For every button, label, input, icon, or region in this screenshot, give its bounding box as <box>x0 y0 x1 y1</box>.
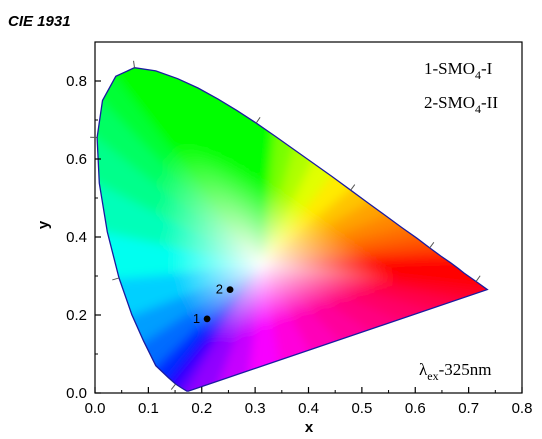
locus-tick <box>112 277 120 281</box>
data-points: 12 <box>193 282 234 326</box>
excitation-lambda: λ <box>419 360 428 379</box>
legend-entry-1-suffix: -I <box>481 59 493 78</box>
x-tick-label: 0.0 <box>85 400 106 417</box>
legend-entry-1: 1-SMO4-I <box>424 59 493 82</box>
legend-entry-1-prefix: 1-SMO <box>424 59 475 78</box>
locus-tick <box>255 117 261 124</box>
locus-tick <box>475 275 481 282</box>
y-tick-label: 0.2 <box>66 307 87 324</box>
legend: 1-SMO4-I 2-SMO4-II <box>424 59 498 116</box>
chromaticity-gamut <box>97 67 488 392</box>
legend-entry-2-sub: 4 <box>475 102 481 116</box>
x-tick-label: 0.8 <box>512 400 533 417</box>
data-point-label-2: 2 <box>216 282 223 297</box>
locus-tick <box>350 184 356 191</box>
excitation-sub: ex <box>427 369 438 383</box>
x-axis: 0.0 0.1 0.2 0.3 0.4 0.5 0.6 0.7 0.8 <box>85 387 533 417</box>
legend-entry-2: 2-SMO4-II <box>424 93 498 116</box>
legend-entry-2-suffix: -II <box>481 93 498 112</box>
data-point-2 <box>226 286 234 294</box>
data-point-label-1: 1 <box>193 311 200 326</box>
x-tick-label: 0.3 <box>245 400 266 417</box>
spectral-locus <box>96 67 489 392</box>
x-tick-label: 0.2 <box>191 400 212 417</box>
chart-title: CIE 1931 <box>8 13 71 30</box>
legend-entry-1-sub: 4 <box>475 68 481 82</box>
wavelength-ticks <box>90 60 481 390</box>
x-tick-label: 0.1 <box>138 400 159 417</box>
y-axis: 0.0 0.2 0.4 0.6 0.8 <box>66 41 101 402</box>
x-tick-label: 0.6 <box>405 400 426 417</box>
excitation-suffix: -325nm <box>439 360 492 379</box>
y-tick-label: 0.8 <box>66 73 87 90</box>
x-tick-label: 0.7 <box>458 400 479 417</box>
legend-entry-2-prefix: 2-SMO <box>424 93 475 112</box>
x-tick-label: 0.4 <box>298 400 319 417</box>
x-axis-title: x <box>305 419 314 436</box>
y-tick-label: 0.6 <box>66 151 87 168</box>
x-tick-label: 0.5 <box>351 400 372 417</box>
y-axis-title: y <box>35 220 52 229</box>
locus-tick <box>170 383 176 390</box>
excitation-annotation: λex-325nm <box>419 360 491 383</box>
y-tick-label: 0.0 <box>66 385 87 402</box>
y-tick-label: 0.4 <box>66 229 87 246</box>
locus-tick <box>429 242 435 249</box>
data-point-1 <box>203 315 211 323</box>
locus-tick <box>133 60 135 68</box>
